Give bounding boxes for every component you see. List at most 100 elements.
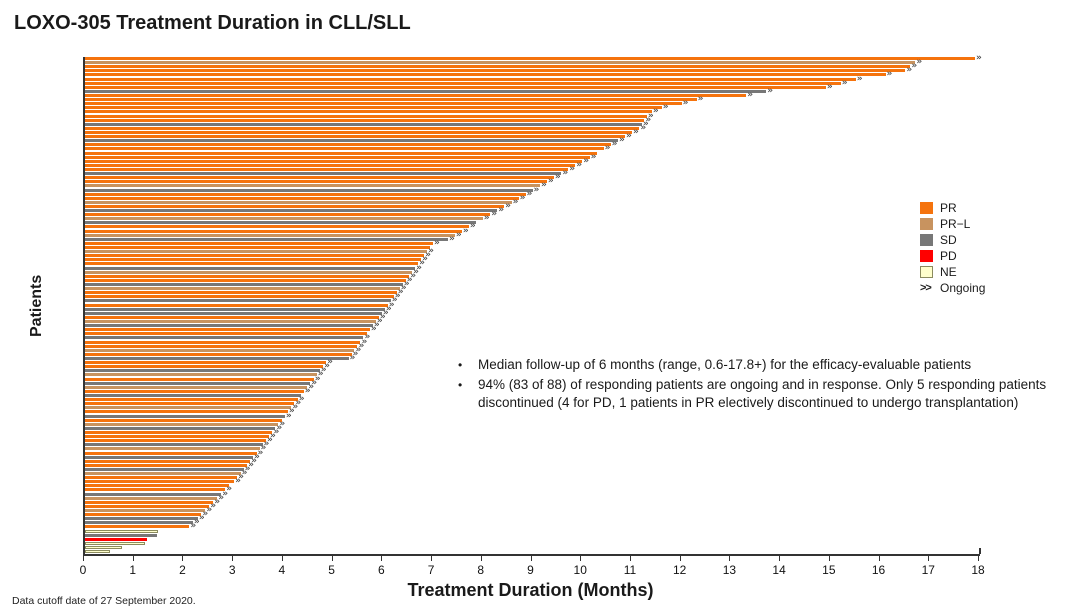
ongoing-marker-icon: » bbox=[562, 168, 568, 179]
legend-item-prl: PR−L bbox=[920, 216, 985, 232]
duration-bar-pr bbox=[85, 163, 576, 167]
duration-bar-pr bbox=[85, 315, 379, 319]
ongoing-marker-icon: » bbox=[547, 176, 554, 187]
duration-bar-prl bbox=[85, 447, 260, 451]
x-tick-label: 1 bbox=[129, 563, 137, 577]
patient-row: » bbox=[85, 464, 980, 473]
ongoing-chevrons-icon: >> bbox=[920, 282, 932, 294]
duration-bar-prl bbox=[85, 287, 400, 291]
patient-row: » bbox=[85, 54, 982, 63]
duration-bar-pr bbox=[85, 110, 652, 114]
legend-item-ongoing: >> Ongoing bbox=[920, 280, 985, 296]
ongoing-marker-icon: » bbox=[358, 340, 364, 351]
duration-bar-pr bbox=[85, 225, 469, 229]
ongoing-marker-icon: » bbox=[279, 418, 285, 429]
patient-row: » bbox=[85, 86, 980, 95]
x-tick-label: 9 bbox=[527, 563, 534, 577]
patient-row: » bbox=[85, 173, 980, 182]
patient-row: » bbox=[85, 292, 980, 301]
ongoing-marker-icon: » bbox=[448, 233, 455, 244]
ongoing-marker-icon: » bbox=[288, 406, 295, 417]
patient-row bbox=[85, 151, 980, 155]
prl-swatch-icon bbox=[920, 218, 933, 230]
duration-bar-pr bbox=[85, 180, 547, 184]
patient-row bbox=[85, 484, 980, 488]
patient-row: » bbox=[85, 168, 980, 179]
patient-row: » bbox=[85, 119, 980, 128]
ongoing-marker-icon: » bbox=[428, 246, 434, 257]
duration-bar-pr bbox=[85, 340, 361, 344]
duration-bar-pr bbox=[85, 126, 640, 130]
patient-row: » bbox=[85, 210, 980, 219]
duration-bar-pr bbox=[85, 476, 238, 480]
duration-bar-prl bbox=[85, 270, 413, 274]
patient-row: » bbox=[85, 300, 980, 309]
x-tick-mark bbox=[580, 556, 582, 561]
duration-bar-sd bbox=[85, 307, 385, 311]
ongoing-marker-icon: » bbox=[385, 303, 392, 314]
duration-bar-pr bbox=[85, 439, 266, 443]
patient-row: » bbox=[85, 229, 980, 240]
ongoing-marker-icon: » bbox=[352, 348, 359, 359]
x-tick-mark bbox=[679, 556, 681, 561]
x-tick-label: 4 bbox=[278, 563, 286, 577]
duration-bar-sd bbox=[85, 139, 619, 143]
legend-label-pr: PR bbox=[940, 201, 957, 215]
patient-row: » bbox=[85, 522, 980, 531]
patient-row: » bbox=[85, 497, 980, 506]
ongoing-marker-icon: » bbox=[533, 184, 540, 195]
patient-row: » bbox=[85, 436, 980, 445]
duration-bar-prl bbox=[85, 422, 279, 426]
x-tick-mark bbox=[281, 556, 283, 561]
duration-bar-pr bbox=[85, 65, 911, 69]
patient-row bbox=[85, 393, 980, 397]
patient-row: » bbox=[85, 263, 980, 272]
x-tick-label: 12 bbox=[672, 563, 687, 577]
duration-bar-sd bbox=[85, 381, 311, 385]
duration-bar-prl bbox=[85, 200, 512, 204]
patient-row: » bbox=[85, 340, 980, 351]
duration-bar-sd bbox=[85, 188, 533, 192]
ongoing-marker-icon: » bbox=[419, 258, 425, 269]
x-axis-label: Treatment Duration (Months) bbox=[407, 580, 654, 600]
ongoing-marker-icon: » bbox=[662, 102, 669, 113]
patient-row: » bbox=[85, 345, 980, 354]
ongoing-marker-icon: » bbox=[295, 398, 301, 409]
ongoing-marker-icon: » bbox=[308, 381, 314, 392]
ongoing-marker-icon: » bbox=[364, 332, 370, 343]
x-tick-mark bbox=[978, 556, 979, 561]
ongoing-marker-icon: » bbox=[916, 57, 922, 68]
patient-row: » bbox=[85, 144, 980, 153]
x-tick-mark bbox=[431, 556, 433, 561]
duration-bar-pr bbox=[85, 106, 662, 110]
patient-row: » bbox=[85, 258, 980, 269]
patient-row: » bbox=[85, 296, 980, 305]
legend-label-prl: PR−L bbox=[940, 217, 971, 231]
x-axis-ticks: 0 1 2 3 4 5 6 7 8 9 10 11 12 13 14 15 16 17 18 bbox=[80, 556, 985, 580]
patient-row: » bbox=[85, 136, 980, 145]
duration-bar-pr bbox=[85, 332, 367, 336]
duration-bar-pr bbox=[85, 196, 519, 200]
patient-row: » bbox=[85, 362, 980, 371]
duration-bar-pr bbox=[85, 159, 583, 163]
duration-bar-pr bbox=[85, 295, 394, 299]
duration-bar-ne bbox=[85, 529, 159, 533]
patient-row: » bbox=[85, 123, 980, 132]
legend: PR PR−L SD PD NE >> Ongoing bbox=[920, 200, 985, 296]
patient-row: » bbox=[85, 374, 980, 383]
patient-row: » bbox=[85, 201, 980, 210]
duration-bar-pr bbox=[85, 389, 304, 393]
ongoing-marker-icon: » bbox=[455, 229, 462, 240]
ongoing-marker-icon: » bbox=[886, 69, 893, 80]
duration-bar-prl bbox=[85, 406, 292, 410]
x-tick-label: 18 bbox=[971, 563, 985, 577]
patient-row: » bbox=[85, 206, 980, 215]
patient-row: » bbox=[85, 358, 980, 367]
patient-row: » bbox=[85, 275, 980, 284]
ongoing-marker-icon: » bbox=[218, 492, 224, 503]
ongoing-marker-icon: » bbox=[317, 369, 324, 380]
ongoing-marker-icon: » bbox=[298, 394, 305, 405]
patient-row: » bbox=[85, 102, 980, 113]
ongoing-marker-icon: » bbox=[397, 287, 404, 298]
ongoing-marker-icon: » bbox=[625, 131, 632, 142]
